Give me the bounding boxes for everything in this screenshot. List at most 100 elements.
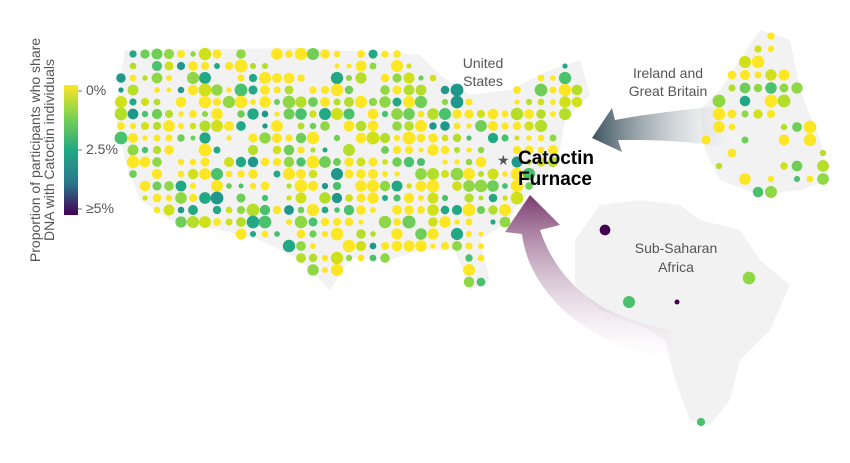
dot (368, 169, 378, 179)
dot (525, 98, 533, 106)
dot (164, 181, 174, 191)
dot (117, 122, 125, 130)
dot (296, 229, 306, 239)
dot (488, 193, 498, 203)
dot (152, 193, 162, 203)
dot (415, 228, 427, 240)
dot (309, 122, 317, 130)
dot (767, 175, 775, 183)
dot (415, 168, 427, 180)
dot (487, 108, 499, 120)
dot (282, 167, 296, 181)
dot (224, 121, 234, 131)
dot (320, 217, 330, 227)
dot (226, 87, 232, 93)
dot (793, 175, 801, 183)
dot (163, 204, 175, 216)
dot (465, 218, 473, 226)
dot (198, 47, 212, 61)
dot (440, 121, 450, 131)
dot (405, 146, 413, 154)
dot (175, 192, 187, 204)
dot (286, 195, 292, 201)
dot (309, 86, 317, 94)
dot (186, 71, 200, 85)
dot (165, 194, 173, 202)
dot (728, 123, 736, 131)
dot (127, 144, 139, 156)
dot (285, 50, 293, 58)
dot (235, 156, 247, 168)
dot (462, 263, 476, 277)
dot (320, 121, 330, 131)
dot (394, 171, 400, 177)
dot (392, 145, 402, 155)
dot (466, 135, 472, 141)
dot (307, 264, 319, 276)
dot (151, 48, 163, 60)
dot (333, 134, 341, 142)
dot (226, 183, 232, 189)
dot (322, 147, 328, 153)
dot (190, 51, 196, 57)
dot (463, 180, 475, 192)
dot (463, 168, 475, 180)
dot (381, 194, 389, 202)
dot (297, 206, 305, 214)
dot (163, 120, 175, 132)
dot (210, 191, 224, 205)
dot (186, 215, 200, 229)
dot (211, 168, 223, 180)
dot (273, 86, 281, 94)
dot (429, 74, 437, 82)
dot (296, 241, 306, 251)
dot (727, 70, 737, 80)
dot (522, 167, 536, 181)
dot (549, 86, 557, 94)
dot (250, 99, 256, 105)
dot (727, 148, 737, 158)
dot (237, 110, 245, 118)
dot (803, 120, 817, 134)
dot (440, 241, 450, 251)
dot (490, 219, 496, 225)
dot (406, 63, 412, 69)
dot (248, 169, 258, 179)
dot (391, 240, 403, 252)
dot (537, 98, 545, 106)
africa-map (575, 200, 790, 425)
dot (441, 98, 449, 106)
dot (330, 167, 344, 181)
dot (466, 123, 472, 129)
dot (211, 180, 223, 192)
dot (548, 145, 558, 155)
dot (450, 95, 464, 109)
dot (295, 132, 307, 144)
dot (510, 107, 524, 121)
dot (140, 121, 150, 131)
dot (356, 193, 366, 203)
dot (330, 71, 344, 85)
dot (366, 179, 380, 193)
dot (380, 85, 390, 95)
dot (741, 110, 749, 118)
dot (198, 83, 212, 97)
dot (739, 173, 751, 185)
dot (273, 170, 281, 178)
dot (393, 218, 401, 226)
tick-label: 0% (86, 82, 106, 98)
dot (803, 133, 817, 147)
dot (127, 132, 139, 144)
dot (211, 108, 223, 120)
dot (393, 50, 401, 58)
dot (236, 205, 246, 215)
dot (141, 110, 149, 118)
dot (393, 134, 401, 142)
dot (152, 157, 162, 167)
dot (478, 231, 484, 237)
dot (198, 143, 212, 157)
dot (426, 179, 440, 193)
dot (418, 75, 424, 81)
dot (345, 74, 353, 82)
dot (295, 96, 307, 108)
